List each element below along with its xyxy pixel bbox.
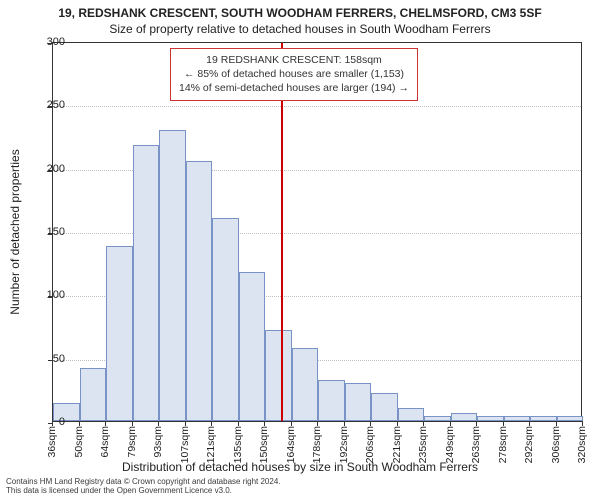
x-tick-label: 135sqm bbox=[232, 426, 244, 463]
histogram-bar bbox=[292, 348, 319, 421]
x-tick-label: 306sqm bbox=[550, 426, 562, 463]
histogram-bar bbox=[371, 393, 398, 421]
x-tick-label: 36sqm bbox=[46, 426, 58, 458]
title-address: 19, REDSHANK CRESCENT, SOUTH WOODHAM FER… bbox=[0, 0, 600, 20]
x-tick-label: 192sqm bbox=[338, 426, 350, 463]
x-tick-label: 50sqm bbox=[73, 426, 85, 458]
x-tick-label: 150sqm bbox=[258, 426, 270, 463]
footer-line-2: This data is licensed under the Open Gov… bbox=[6, 486, 281, 496]
histogram-bar bbox=[557, 416, 584, 421]
title-subtitle: Size of property relative to detached ho… bbox=[0, 20, 600, 36]
histogram-bar bbox=[318, 380, 345, 421]
x-tick-label: 320sqm bbox=[576, 426, 588, 463]
y-tick-label: 0 bbox=[25, 416, 65, 428]
histogram-bar bbox=[504, 416, 531, 421]
footer-line-1: Contains HM Land Registry data © Crown c… bbox=[6, 477, 281, 487]
histogram-bar bbox=[451, 413, 478, 421]
x-tick-label: 278sqm bbox=[497, 426, 509, 463]
callout-line-1: 19 REDSHANK CRESCENT: 158sqm bbox=[179, 53, 409, 67]
y-tick-label: 150 bbox=[25, 226, 65, 238]
histogram-bar bbox=[186, 161, 213, 421]
callout-line-3: 14% of semi-detached houses are larger (… bbox=[179, 81, 409, 95]
histogram-bar bbox=[424, 416, 451, 421]
y-axis-label: Number of detached properties bbox=[8, 149, 22, 314]
histogram-bar bbox=[345, 383, 372, 421]
x-tick-label: 221sqm bbox=[391, 426, 403, 463]
histogram-bar bbox=[398, 408, 425, 421]
x-tick-label: 107sqm bbox=[179, 426, 191, 463]
gridline bbox=[53, 106, 581, 107]
x-tick-label: 249sqm bbox=[444, 426, 456, 463]
y-tick-label: 300 bbox=[25, 36, 65, 48]
histogram-bar bbox=[133, 145, 160, 421]
histogram-bar bbox=[477, 416, 504, 421]
histogram-bar bbox=[530, 416, 557, 421]
x-tick-label: 79sqm bbox=[126, 426, 138, 458]
x-axis-label: Distribution of detached houses by size … bbox=[0, 460, 600, 474]
histogram-bar bbox=[239, 272, 266, 421]
y-tick-label: 200 bbox=[25, 163, 65, 175]
x-tick-label: 93sqm bbox=[152, 426, 164, 458]
x-tick-label: 121sqm bbox=[205, 426, 217, 463]
callout-box: 19 REDSHANK CRESCENT: 158sqm ← 85% of de… bbox=[170, 48, 418, 101]
histogram-bar bbox=[80, 368, 107, 421]
x-tick-label: 164sqm bbox=[285, 426, 297, 463]
x-tick-label: 206sqm bbox=[364, 426, 376, 463]
x-tick-label: 178sqm bbox=[311, 426, 323, 463]
x-tick-label: 263sqm bbox=[470, 426, 482, 463]
histogram-bar bbox=[265, 330, 292, 421]
histogram-bar bbox=[212, 218, 239, 421]
y-tick-label: 100 bbox=[25, 289, 65, 301]
x-tick-label: 235sqm bbox=[417, 426, 429, 463]
x-tick-label: 64sqm bbox=[99, 426, 111, 458]
plot-container: 19 REDSHANK CRESCENT: 158sqm ← 85% of de… bbox=[52, 42, 582, 422]
footer-attribution: Contains HM Land Registry data © Crown c… bbox=[6, 477, 281, 496]
histogram-bar bbox=[106, 246, 133, 421]
y-tick-label: 250 bbox=[25, 99, 65, 111]
callout-line-2: ← 85% of detached houses are smaller (1,… bbox=[179, 67, 409, 81]
x-tick-label: 292sqm bbox=[523, 426, 535, 463]
histogram-bar bbox=[159, 130, 186, 421]
y-tick-label: 50 bbox=[25, 353, 65, 365]
